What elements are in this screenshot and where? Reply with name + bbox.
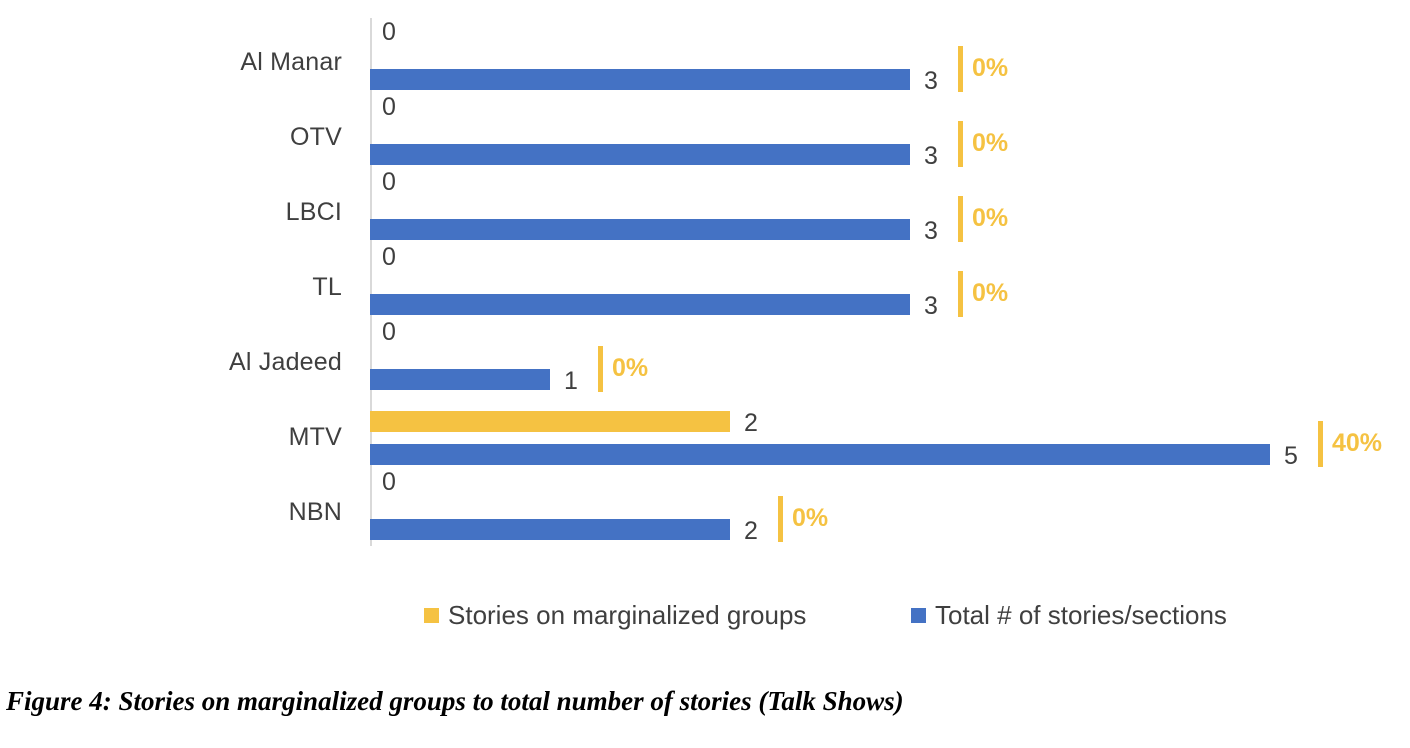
legend-swatch-total-icon: [911, 607, 926, 623]
value-label-total: 3: [924, 67, 938, 95]
percentage-label-mtv: 40%: [1332, 429, 1383, 457]
value-label-total: 2: [744, 517, 758, 545]
percentage-tick-marker: [598, 346, 603, 392]
bar-fill: [370, 411, 730, 432]
value-label-marginalized: 0: [382, 168, 396, 196]
category-axis-line: [370, 18, 372, 546]
value-label-total: 5: [1284, 442, 1298, 470]
legend-item-total[interactable]: Total # of stories/sections: [911, 594, 1227, 636]
percentage-tick-marker: [1318, 421, 1323, 467]
bar-fill: [370, 219, 910, 240]
value-label-marginalized: 0: [382, 318, 396, 346]
bar-fill: [370, 294, 910, 315]
bar-fill: [370, 369, 550, 390]
percentage-tick-marker: [958, 196, 963, 242]
chart-row: MTV 2 5 40%: [0, 397, 1410, 472]
percentage-label-al-manar: 0%: [972, 54, 1009, 82]
bar-total-al-jadeed[interactable]: [370, 369, 550, 390]
value-label-marginalized: 0: [382, 93, 396, 121]
bar-total-nbn[interactable]: [370, 519, 730, 540]
chart-row: Al Manar 0 3 0%: [0, 18, 1410, 97]
value-label-total: 3: [924, 142, 938, 170]
bar-fill: [370, 69, 910, 90]
chart-row: NBN 0 2 0%: [0, 468, 1410, 547]
category-label-al-manar: Al Manar: [240, 48, 342, 76]
chart-row: Al Jadeed 0 1 0%: [0, 318, 1410, 397]
bar-fill: [370, 519, 730, 540]
value-label-marginalized: 0: [382, 18, 396, 46]
chart-legend: Stories on marginalized groups Total # o…: [0, 594, 1410, 636]
bar-total-otv[interactable]: [370, 144, 910, 165]
legend-item-marginalized[interactable]: Stories on marginalized groups: [424, 594, 806, 636]
bar-total-al-manar[interactable]: [370, 69, 910, 90]
value-label-marginalized: 0: [382, 243, 396, 271]
percentage-tick-marker: [958, 121, 963, 167]
bar-total-lbci[interactable]: [370, 219, 910, 240]
legend-label-marginalized: Stories on marginalized groups: [448, 599, 807, 630]
percentage-tick-marker: [958, 271, 963, 317]
chart-row: TL 0 3 0%: [0, 243, 1410, 322]
bar-total-mtv[interactable]: [370, 444, 1270, 465]
value-label-total: 3: [924, 217, 938, 245]
percentage-label-otv: 0%: [972, 129, 1009, 157]
figure-caption: Figure 4: Stories on marginalized groups…: [6, 686, 904, 716]
percentage-label-nbn: 0%: [792, 504, 829, 532]
bar-fill: [370, 144, 910, 165]
percentage-label-al-jadeed: 0%: [612, 354, 649, 382]
value-label-total: 1: [564, 367, 578, 395]
category-label-mtv: MTV: [288, 423, 342, 451]
category-label-nbn: NBN: [288, 498, 342, 526]
category-label-otv: OTV: [290, 123, 342, 151]
percentage-tick-marker: [778, 496, 783, 542]
legend-label-total: Total # of stories/sections: [935, 599, 1227, 630]
percentage-tick-marker: [958, 46, 963, 92]
bar-fill: [370, 444, 1270, 465]
percentage-label-tl: 0%: [972, 279, 1009, 307]
category-label-al-jadeed: Al Jadeed: [229, 348, 342, 376]
percentage-label-lbci: 0%: [972, 204, 1009, 232]
bar-total-tl[interactable]: [370, 294, 910, 315]
category-label-tl: TL: [312, 273, 342, 301]
value-label-marginalized: 2: [744, 409, 758, 437]
value-label-total: 3: [924, 292, 938, 320]
legend-swatch-marginalized-icon: [424, 607, 439, 623]
value-label-marginalized: 0: [382, 468, 396, 496]
chart-row: LBCI 0 3 0%: [0, 168, 1410, 247]
chart-row: OTV 0 3 0%: [0, 93, 1410, 172]
category-label-lbci: LBCI: [285, 198, 342, 226]
bar-marginalized-mtv[interactable]: [370, 411, 730, 432]
plot-area: Al Manar 0 3 0% OTV 0 3 0% LBCI 0 3 0% TL 0 3 0% Al Jade…: [0, 18, 1410, 558]
